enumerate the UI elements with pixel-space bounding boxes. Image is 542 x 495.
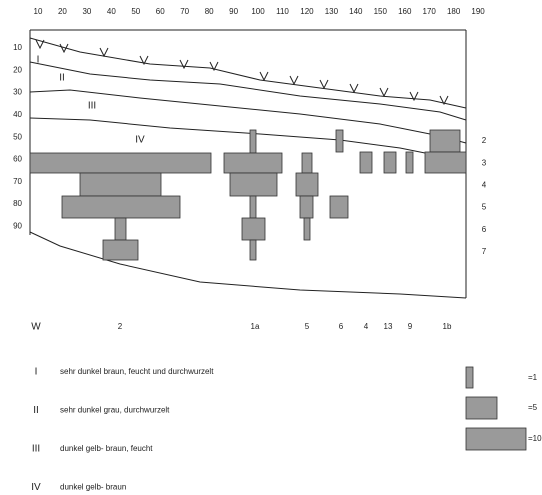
depth-label: 90 [13, 222, 22, 231]
profile-label: 6 [339, 322, 344, 331]
root-bars [29, 129, 467, 261]
horizon-label: II [59, 73, 65, 84]
x-tick-label: 100 [251, 7, 265, 16]
x-tick-label: 150 [374, 7, 388, 16]
horizon-label: III [88, 101, 96, 112]
legend-text: sehr dunkel grau, durchwurzelt [60, 406, 170, 415]
legend-text: dunkel gelb- braun [60, 483, 126, 492]
horizon-label: IV [135, 135, 145, 146]
legend-symbol: II [33, 405, 39, 416]
row-label: 5 [482, 203, 487, 212]
x-tick-label: 170 [423, 7, 437, 16]
profile-label: 13 [384, 322, 393, 331]
scale-bars [465, 366, 527, 451]
x-tick-label: 30 [82, 7, 91, 16]
depth-label: 50 [13, 132, 22, 141]
depth-label: 10 [13, 43, 22, 52]
x-tick-label: 160 [398, 7, 412, 16]
depth-label: 30 [13, 88, 22, 97]
legend-symbol: IV [31, 482, 41, 493]
legend-symbol: III [32, 444, 40, 455]
depth-label: 80 [13, 199, 22, 208]
legend-text: sehr dunkel braun, feucht und durchwurze… [60, 367, 214, 376]
scale-label: =5 [528, 403, 538, 412]
profile-label: 1b [443, 322, 452, 331]
legend-text: dunkel gelb- braun, feucht [60, 444, 153, 453]
x-tick-label: 50 [131, 7, 140, 16]
x-tick-label: 110 [276, 7, 289, 16]
x-tick-label: 140 [349, 7, 363, 16]
x-tick-label: 80 [205, 7, 214, 16]
row-label: 6 [482, 225, 487, 234]
row-label: 3 [482, 158, 487, 167]
row-label: 2 [482, 136, 487, 145]
profile-label: 2 [118, 322, 123, 331]
profile-label: 9 [408, 322, 413, 331]
row-label: 4 [482, 181, 487, 190]
profile-frame [29, 29, 467, 299]
depth-label: 60 [13, 155, 22, 164]
scale-label: =1 [528, 373, 538, 382]
profile-label: 5 [305, 322, 310, 331]
row-label: 7 [482, 247, 487, 256]
x-tick-label: 190 [471, 7, 485, 16]
profile-label: W [31, 322, 41, 333]
profile-label: 4 [364, 322, 369, 331]
depth-label: 20 [13, 65, 22, 74]
profile-label: 1a [251, 322, 260, 331]
x-tick-label: 10 [34, 7, 43, 16]
x-tick-label: 130 [325, 7, 339, 16]
x-tick-label: 180 [447, 7, 461, 16]
depth-label: 70 [13, 177, 22, 186]
x-tick-label: 90 [229, 7, 238, 16]
x-tick-label: 60 [156, 7, 165, 16]
legend-symbol: I [35, 367, 38, 378]
horizon-label: I [37, 55, 40, 66]
x-tick-label: 20 [58, 7, 67, 16]
x-tick-label: 120 [300, 7, 314, 16]
scale-label: =10 [528, 434, 542, 443]
x-tick-label: 40 [107, 7, 116, 16]
depth-label: 40 [13, 110, 22, 119]
x-tick-label: 70 [180, 7, 189, 16]
